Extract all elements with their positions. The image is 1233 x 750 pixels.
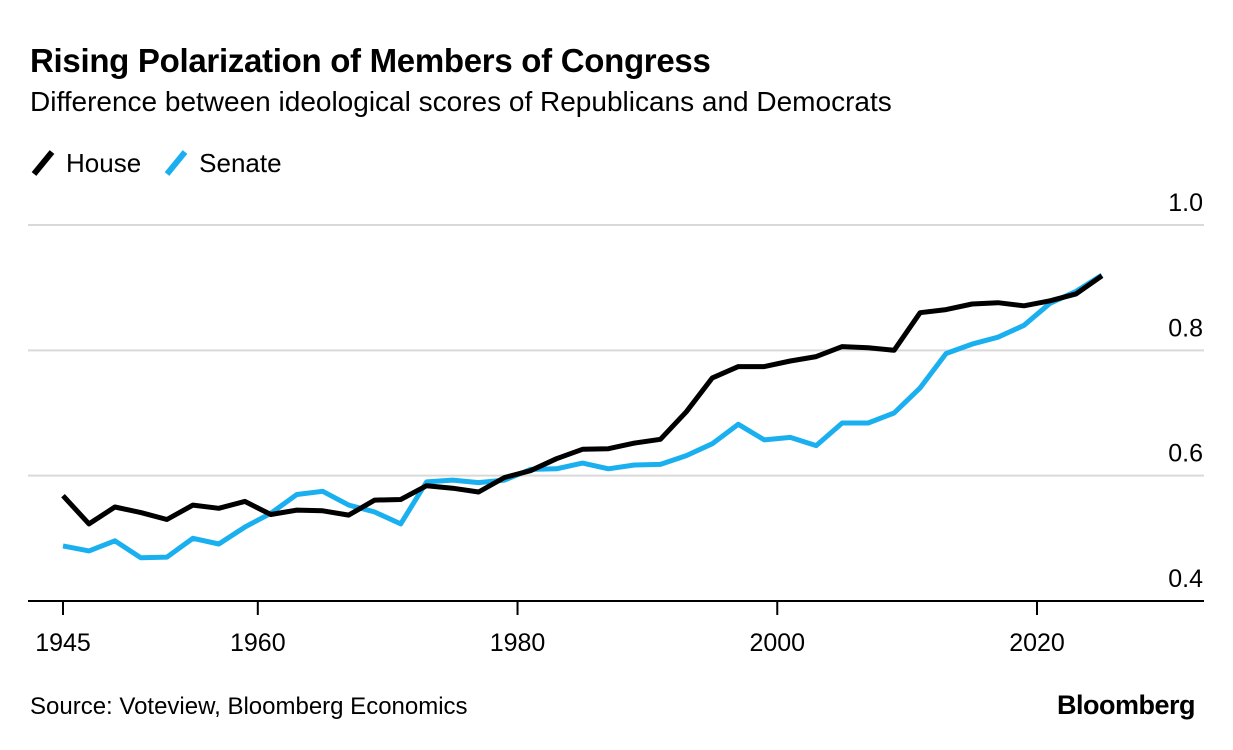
chart-title: Rising Polarization of Members of Congre… xyxy=(30,42,711,79)
x-tick-label: 1980 xyxy=(490,629,546,657)
series-line-senate xyxy=(62,272,1104,561)
y-tick-label: 0.8 xyxy=(1168,314,1203,342)
legend-item-house: House xyxy=(30,146,141,180)
legend-swatch-senate xyxy=(164,150,188,176)
legend: House Senate xyxy=(30,146,304,180)
series-lines xyxy=(61,272,1104,561)
y-axis-labels: 0.4 0.6 0.8 1.0 xyxy=(1168,189,1203,593)
y-tick-label: 0.4 xyxy=(1168,565,1203,593)
legend-item-senate: Senate xyxy=(163,146,282,180)
x-tick-label: 1945 xyxy=(35,629,91,657)
y-tick-label: 0.6 xyxy=(1168,440,1203,468)
x-tick-label: 2020 xyxy=(1009,629,1065,657)
y-tick-label: 1.0 xyxy=(1168,189,1203,217)
x-tick-label: 1960 xyxy=(230,629,286,657)
legend-swatch-house xyxy=(31,150,55,176)
legend-label-house: House xyxy=(66,147,142,178)
source-note: Source: Voteview, Bloomberg Economics xyxy=(30,693,468,720)
x-axis: 1945 1960 1980 2000 2020 xyxy=(28,600,1204,657)
x-tick-label: 2000 xyxy=(749,629,805,657)
bloomberg-logo: Bloomberg xyxy=(1056,690,1196,720)
series-line-house xyxy=(61,273,1104,527)
legend-label-senate: Senate xyxy=(199,147,282,178)
chart-subtitle: Difference between ideological scores of… xyxy=(30,86,892,117)
grid-lines xyxy=(28,224,1204,477)
